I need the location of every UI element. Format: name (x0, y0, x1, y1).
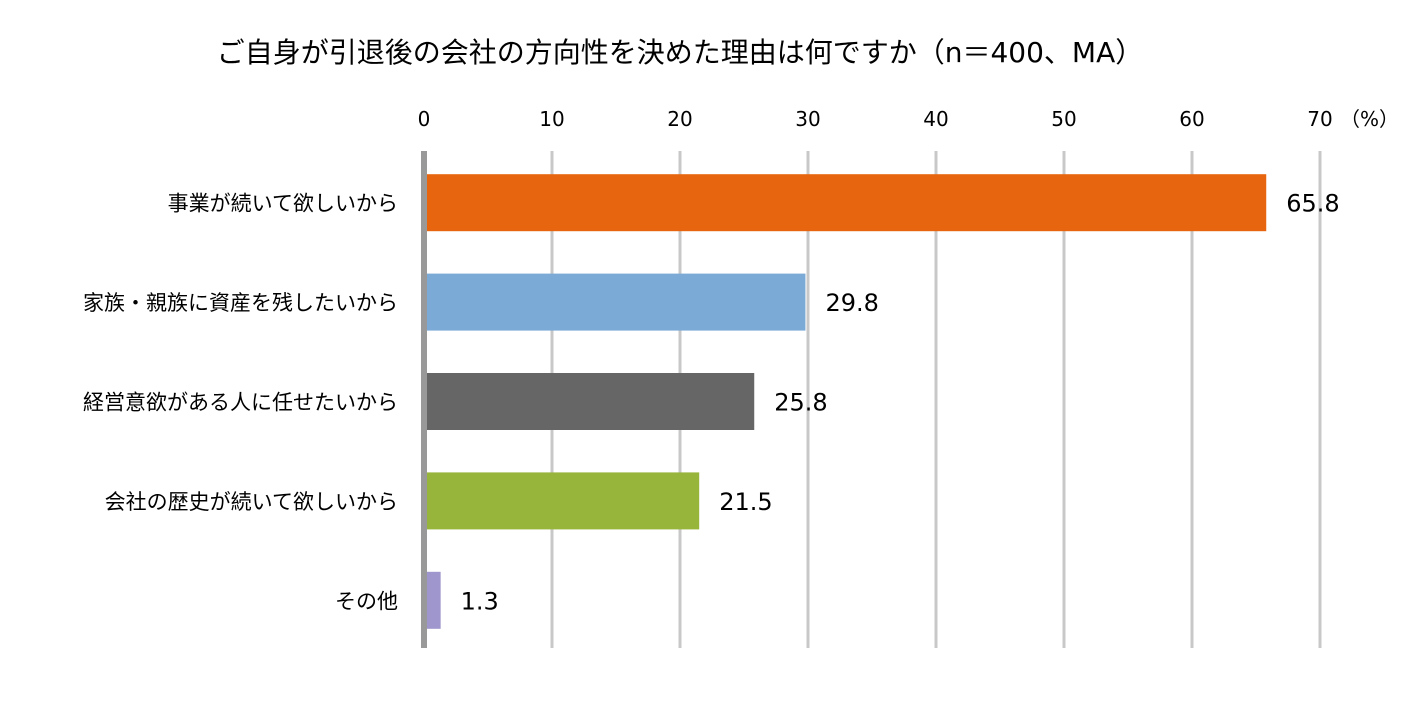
tick-label: 50 (1051, 107, 1076, 131)
unit-label: （%） (1340, 107, 1399, 131)
bar (427, 174, 1267, 232)
tick-label: 40 (923, 107, 948, 131)
category-label: 会社の歴史が続いて欲しいから (105, 490, 398, 514)
category-label: 家族・親族に資産を残したいから (83, 291, 398, 315)
bar (427, 571, 441, 629)
tick-label: 60 (1179, 107, 1204, 131)
data-label: 21.5 (719, 488, 772, 516)
bar (427, 273, 806, 331)
category-label: 事業が続いて欲しいから (168, 192, 398, 216)
tick-label: 30 (795, 107, 820, 131)
category-label: 経営意欲がある人に任せたいから (83, 391, 398, 415)
tick-label: 0 (418, 107, 431, 131)
chart-title: ご自身が引退後の会社の方向性を決めた理由は何ですか（n＝400、MA） (217, 36, 1144, 69)
category-label: その他 (335, 589, 398, 613)
tick-label: 20 (667, 107, 692, 131)
data-label: 25.8 (774, 389, 827, 417)
bar (427, 373, 755, 430)
data-label: 65.8 (1286, 190, 1339, 218)
tick-label: 70 (1307, 107, 1332, 131)
data-label: 29.8 (825, 289, 878, 317)
data-label: 1.3 (461, 587, 499, 615)
bar (427, 472, 700, 530)
tick-label: 10 (539, 107, 564, 131)
